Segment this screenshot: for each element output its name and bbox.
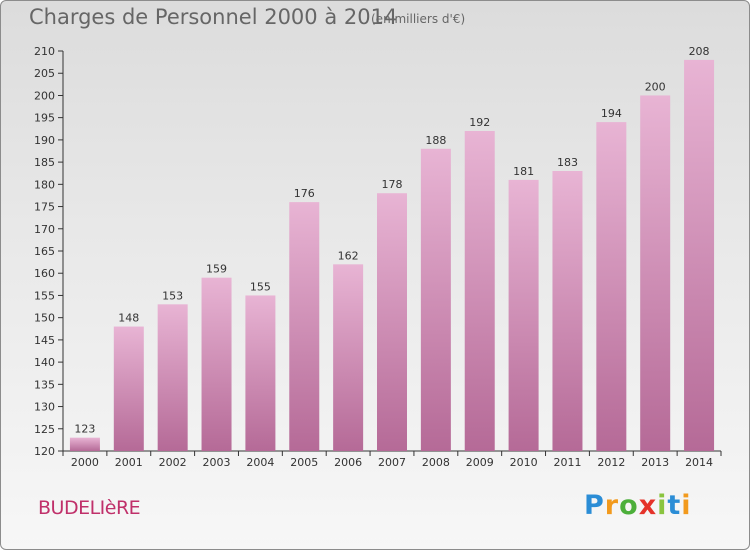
y-tick-label: 185 (34, 156, 55, 169)
axes: 120 125 130 135 140 145 150 155 160 165 170 175 180 1… (34, 45, 722, 469)
y-tick-label: 205 (34, 67, 55, 80)
logo-letter: i (657, 490, 668, 521)
bar (157, 304, 188, 451)
bar (289, 202, 320, 451)
logo-letter: x (638, 490, 658, 521)
logo-letter: t (667, 490, 682, 521)
y-tick-label: 135 (34, 378, 55, 391)
value-labels: 123 148 153 159 155 176 162 178 188 192 181 183 194 2… (74, 45, 709, 436)
data-label: 159 (206, 263, 227, 276)
data-label: 192 (469, 116, 490, 129)
x-tick-label: 2000 (71, 456, 99, 469)
data-label: 148 (118, 312, 139, 325)
y-tick-label: 195 (34, 112, 55, 125)
bar (420, 148, 451, 451)
bar (464, 131, 495, 451)
bars (69, 59, 715, 452)
y-tick-label: 190 (34, 134, 55, 147)
data-label: 162 (338, 249, 359, 262)
logo-letter: P (584, 490, 605, 521)
x-tick-label: 2007 (378, 456, 406, 469)
data-label: 183 (557, 156, 578, 169)
x-tick-label: 2009 (466, 456, 494, 469)
bar (245, 295, 276, 451)
y-tick-label: 155 (34, 289, 55, 302)
chart-title: Charges de Personnel 2000 à 2014 (29, 5, 398, 29)
data-label: 200 (645, 80, 666, 93)
y-tick-label: 200 (34, 89, 55, 102)
bar (69, 437, 100, 451)
data-label: 123 (74, 423, 95, 436)
logo-letter: o (619, 490, 639, 521)
commune-name: BUDELIèRE (38, 497, 141, 519)
y-tick-label: 120 (34, 445, 55, 458)
y-tick-label: 130 (34, 401, 55, 414)
y-tick-label: 175 (34, 201, 55, 214)
chart-subtitle: (en milliers d'€) (371, 12, 466, 26)
y-tick-label: 210 (34, 45, 55, 58)
x-tick-label: 2006 (334, 456, 362, 469)
x-tick-label: 2002 (159, 456, 187, 469)
bar (508, 179, 539, 451)
x-tick-label: 2011 (553, 456, 581, 469)
data-label: 194 (601, 107, 622, 120)
bar (201, 277, 232, 451)
data-label: 181 (513, 165, 534, 178)
y-tick-label: 125 (34, 423, 55, 436)
data-label: 208 (689, 45, 710, 58)
y-tick-label: 140 (34, 356, 55, 369)
y-tick-label: 160 (34, 267, 55, 280)
x-tick-label: 2008 (422, 456, 450, 469)
x-tick-label: 2005 (290, 456, 318, 469)
y-tick-label: 180 (34, 178, 55, 191)
y-tick-label: 170 (34, 223, 55, 236)
x-tick-label: 2014 (685, 456, 713, 469)
proxiti-logo: Proxiti (584, 490, 692, 521)
x-tick-label: 2001 (115, 456, 143, 469)
logo-letter: r (604, 490, 620, 521)
bar (684, 59, 715, 452)
x-tick-label: 2013 (641, 456, 669, 469)
x-tick-label: 2012 (597, 456, 625, 469)
data-label: 155 (250, 280, 271, 293)
bar (640, 95, 671, 451)
bar (596, 122, 627, 451)
data-label: 188 (425, 134, 446, 147)
data-label: 176 (294, 187, 315, 200)
data-label: 178 (382, 178, 403, 191)
bar (333, 264, 364, 451)
bar (113, 326, 144, 451)
y-tick-label: 145 (34, 334, 55, 347)
x-tick-label: 2004 (246, 456, 274, 469)
bar (552, 171, 583, 451)
bar (377, 193, 407, 451)
x-tick-label: 2010 (510, 456, 538, 469)
y-tick-label: 165 (34, 245, 55, 258)
data-label: 153 (162, 289, 183, 302)
y-tick-label: 150 (34, 312, 55, 325)
x-tick-label: 2003 (203, 456, 231, 469)
logo-letter: i (681, 490, 692, 521)
